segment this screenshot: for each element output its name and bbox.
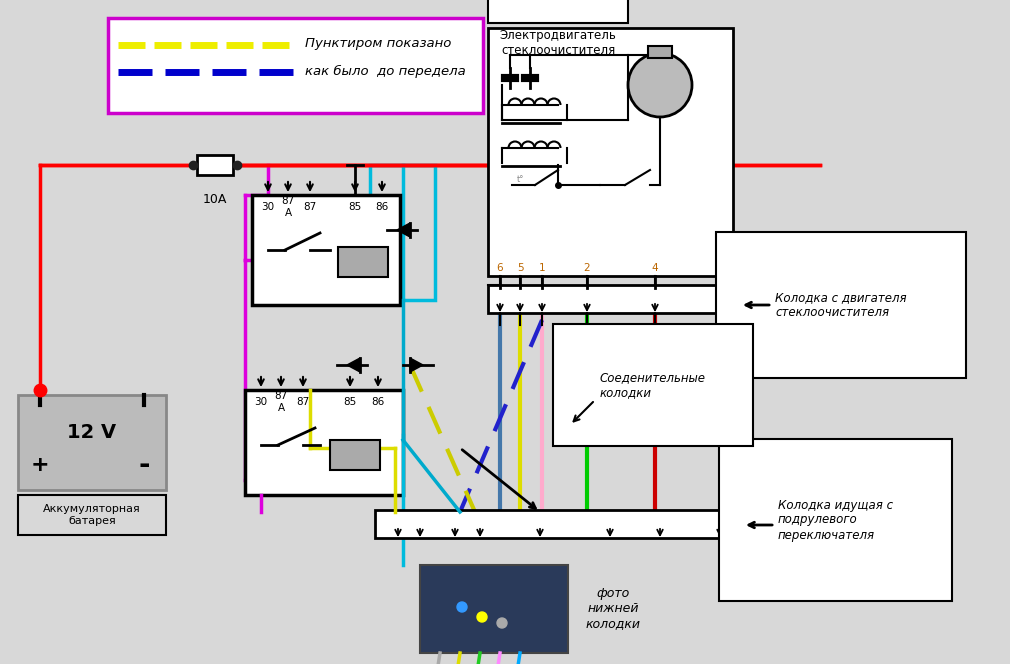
Text: 5: 5 xyxy=(517,263,523,273)
Text: +: + xyxy=(30,455,49,475)
Text: 12 V: 12 V xyxy=(68,422,116,442)
Text: Аккумуляторная
батарея: Аккумуляторная батарея xyxy=(43,504,140,526)
FancyBboxPatch shape xyxy=(330,440,380,470)
FancyBboxPatch shape xyxy=(252,195,400,305)
Text: Соеденительные
колодки: Соеденительные колодки xyxy=(600,371,706,399)
Polygon shape xyxy=(397,223,410,237)
Text: Колодка идущая с
подрулевого
переключателя: Колодка идущая с подрулевого переключате… xyxy=(778,499,893,542)
Text: фото
нижней
колодки: фото нижней колодки xyxy=(586,588,641,631)
Text: t°: t° xyxy=(516,175,524,184)
FancyBboxPatch shape xyxy=(245,390,403,495)
Text: 30: 30 xyxy=(262,202,275,212)
Polygon shape xyxy=(347,358,360,372)
FancyBboxPatch shape xyxy=(375,510,743,538)
FancyBboxPatch shape xyxy=(420,565,568,653)
Text: 10A: 10A xyxy=(203,193,227,206)
Text: 1: 1 xyxy=(538,263,545,273)
Text: 6: 6 xyxy=(497,263,503,273)
FancyBboxPatch shape xyxy=(488,28,733,276)
Circle shape xyxy=(477,612,487,622)
Text: 4: 4 xyxy=(651,263,659,273)
FancyBboxPatch shape xyxy=(108,18,483,113)
FancyBboxPatch shape xyxy=(648,46,672,58)
Text: 87
A: 87 A xyxy=(282,196,295,218)
Text: -: - xyxy=(138,451,149,479)
FancyBboxPatch shape xyxy=(197,155,233,175)
FancyBboxPatch shape xyxy=(488,285,736,313)
Circle shape xyxy=(457,602,467,612)
FancyBboxPatch shape xyxy=(18,495,166,535)
Text: 87: 87 xyxy=(303,202,316,212)
Polygon shape xyxy=(410,358,423,372)
Text: 30: 30 xyxy=(255,397,268,407)
Text: 87: 87 xyxy=(296,397,310,407)
Text: Колодка с двигателя
стеклоочистителя: Колодка с двигателя стеклоочистителя xyxy=(775,291,907,319)
Text: как было  до передела: как было до передела xyxy=(305,64,466,78)
FancyBboxPatch shape xyxy=(18,395,166,490)
Text: 85: 85 xyxy=(348,202,362,212)
Text: 85: 85 xyxy=(343,397,357,407)
Circle shape xyxy=(628,53,692,117)
Text: 86: 86 xyxy=(372,397,385,407)
Text: 87
A: 87 A xyxy=(275,391,288,413)
Text: Электродвигатель
стеклоочистителя: Электродвигатель стеклоочистителя xyxy=(500,29,616,57)
FancyBboxPatch shape xyxy=(338,247,388,277)
FancyBboxPatch shape xyxy=(488,0,628,23)
Text: Пунктиром показано: Пунктиром показано xyxy=(305,37,451,50)
Text: 2: 2 xyxy=(584,263,590,273)
Circle shape xyxy=(497,618,507,628)
Text: 86: 86 xyxy=(376,202,389,212)
Text: 3: 3 xyxy=(719,263,725,273)
